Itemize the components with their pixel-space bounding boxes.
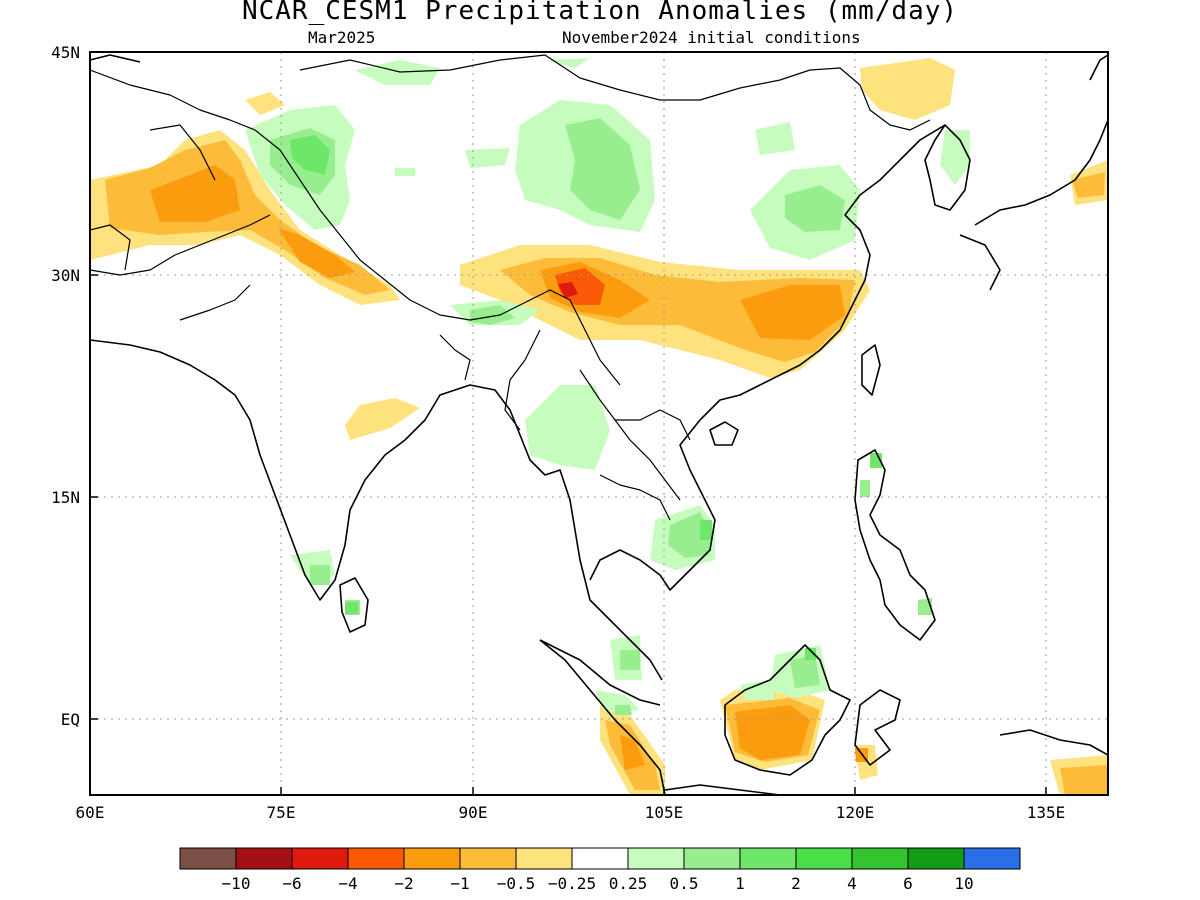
colorbar-swatch xyxy=(235,847,293,870)
colorbar-swatch xyxy=(795,847,853,870)
colorbar-label: −1 xyxy=(450,874,469,893)
initial-conditions-label: November2024 initial conditions xyxy=(562,28,861,47)
colorbar-swatch xyxy=(403,847,461,870)
coastlines xyxy=(90,54,1108,795)
longitude-labels: 60E 75E 90E 105E 120E 135E xyxy=(76,803,1066,822)
colorbar-label: −0.5 xyxy=(497,874,536,893)
colorbar-swatch xyxy=(683,847,741,870)
colorbar-label: 0.5 xyxy=(670,874,699,893)
lat-label: 15N xyxy=(51,488,80,507)
colorbar-label: −6 xyxy=(282,874,301,893)
forecast-month: Mar2025 xyxy=(308,28,376,47)
colorbar-swatch xyxy=(851,847,909,870)
country-borders xyxy=(90,54,931,521)
colorbar-label: −4 xyxy=(338,874,357,893)
lon-label: 120E xyxy=(836,803,875,822)
colorbar-swatch xyxy=(515,847,573,870)
latitude-labels: 45N 30N 15N EQ xyxy=(51,43,80,729)
colorbar-swatch xyxy=(907,847,965,870)
map-frame xyxy=(89,51,1109,796)
colorbar-swatch xyxy=(571,847,629,870)
colorbar-label: 4 xyxy=(847,874,857,893)
lat-label: EQ xyxy=(61,710,80,729)
colorbar-swatch xyxy=(459,847,517,870)
colorbar-swatch xyxy=(347,847,405,870)
colorbar-swatch xyxy=(963,847,1021,870)
colorbar-swatch xyxy=(291,847,349,870)
colorbar-label: −10 xyxy=(222,874,251,893)
colorbar-label: 2 xyxy=(791,874,801,893)
map-title: NCAR_CESM1 Precipitation Anomalies (mm/d… xyxy=(241,0,959,26)
lon-label: 60E xyxy=(76,803,105,822)
colorbar-swatch xyxy=(627,847,685,870)
colorbar-swatch xyxy=(179,847,237,870)
lon-label: 90E xyxy=(459,803,488,822)
colorbar: −10 −6 −4 −2 −1 −0.5 −0.25 0.25 0.5 1 2 4 6 10 xyxy=(179,847,1021,893)
lat-label: 45N xyxy=(51,43,80,62)
colorbar-label: 0.25 xyxy=(609,874,648,893)
colorbar-label: −0.25 xyxy=(548,874,596,893)
colorbar-label: 1 xyxy=(735,874,745,893)
colorbar-label: 6 xyxy=(903,874,913,893)
axis-ticks xyxy=(89,51,1047,795)
colorbar-label: 10 xyxy=(954,874,973,893)
colorbar-swatch xyxy=(739,847,797,870)
colorbar-label: −2 xyxy=(394,874,413,893)
anomaly-field xyxy=(90,58,1108,795)
lon-label: 105E xyxy=(645,803,684,822)
lon-label: 135E xyxy=(1027,803,1066,822)
gridlines xyxy=(90,52,1108,795)
lon-label: 75E xyxy=(267,803,296,822)
lat-label: 30N xyxy=(51,266,80,285)
